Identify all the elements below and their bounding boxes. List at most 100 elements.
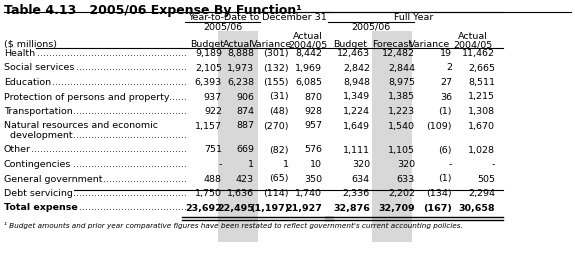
Text: 2,842: 2,842 [343, 63, 370, 72]
Text: Year-to-Date to December 31: Year-to-Date to December 31 [188, 13, 327, 22]
Text: Full Year: Full Year [394, 13, 434, 22]
Text: ............................................................: ........................................… [7, 189, 187, 198]
Text: 1,973: 1,973 [227, 63, 254, 72]
Text: (270): (270) [263, 122, 289, 131]
Text: 27: 27 [440, 78, 452, 87]
Text: (134): (134) [427, 189, 452, 198]
Text: (155): (155) [263, 78, 289, 87]
Text: ............................................................: ........................................… [7, 145, 187, 155]
Text: 2005/06: 2005/06 [351, 23, 390, 32]
Bar [372, 31, 412, 242]
Text: 1,215: 1,215 [468, 92, 495, 101]
Text: (114): (114) [263, 189, 289, 198]
Text: 887: 887 [236, 122, 254, 131]
Text: ............................................................: ........................................… [7, 49, 187, 58]
Text: 1,540: 1,540 [388, 122, 415, 131]
Text: Natural resources and economic: Natural resources and economic [4, 122, 158, 131]
Text: 906: 906 [236, 92, 254, 101]
Text: Protection of persons and property: Protection of persons and property [4, 92, 170, 101]
Text: ............................................................: ........................................… [7, 63, 187, 72]
Text: Debt servicing: Debt servicing [4, 189, 73, 198]
Text: 2,294: 2,294 [468, 189, 495, 198]
Text: 633: 633 [397, 175, 415, 184]
Bar [218, 31, 258, 242]
Text: 751: 751 [204, 145, 222, 155]
Text: Actual: Actual [223, 40, 253, 49]
Text: 1,969: 1,969 [295, 63, 322, 72]
Text: 19: 19 [440, 49, 452, 58]
Text: 1,750: 1,750 [195, 189, 222, 198]
Text: 1,111: 1,111 [343, 145, 370, 155]
Text: 2005/06: 2005/06 [203, 23, 242, 32]
Text: (132): (132) [263, 63, 289, 72]
Text: ............................................................: ........................................… [7, 175, 187, 184]
Text: Health: Health [4, 49, 35, 58]
Text: 8,975: 8,975 [388, 78, 415, 87]
Text: 2004/05: 2004/05 [289, 40, 328, 49]
Text: Forecast: Forecast [372, 40, 412, 49]
Text: Budget: Budget [190, 40, 224, 49]
Text: 576: 576 [304, 145, 322, 155]
Text: 22,495: 22,495 [217, 204, 254, 212]
Text: 2,202: 2,202 [388, 189, 415, 198]
Text: 1,636: 1,636 [227, 189, 254, 198]
Text: 10: 10 [310, 160, 322, 169]
Text: Budget: Budget [333, 40, 367, 49]
Text: 2: 2 [446, 63, 452, 72]
Text: ............................................................: ........................................… [7, 204, 187, 212]
Text: 6,393: 6,393 [195, 78, 222, 87]
Text: 1,670: 1,670 [468, 122, 495, 131]
Text: 669: 669 [236, 145, 254, 155]
Text: ............................................................: ........................................… [7, 160, 187, 169]
Text: 320: 320 [397, 160, 415, 169]
Text: ($ millions): ($ millions) [4, 40, 57, 49]
Text: 8,888: 8,888 [227, 49, 254, 58]
Text: Table 4.13   2005/06 Expense By Function¹: Table 4.13 2005/06 Expense By Function¹ [4, 4, 302, 17]
Text: 1,105: 1,105 [388, 145, 415, 155]
Text: 9,189: 9,189 [195, 49, 222, 58]
Text: Variance: Variance [409, 40, 451, 49]
Text: ............................................................: ........................................… [7, 78, 187, 87]
Text: (1): (1) [439, 107, 452, 116]
Text: Contingencies: Contingencies [4, 160, 71, 169]
Text: 32,709: 32,709 [378, 204, 415, 212]
Text: 11,462: 11,462 [462, 49, 495, 58]
Text: Variance: Variance [251, 40, 293, 49]
Text: 1,224: 1,224 [343, 107, 370, 116]
Text: 922: 922 [204, 107, 222, 116]
Text: ............................................................: ........................................… [7, 92, 187, 101]
Text: 8,442: 8,442 [295, 49, 322, 58]
Text: 320: 320 [352, 160, 370, 169]
Text: 36: 36 [440, 92, 452, 101]
Text: 350: 350 [304, 175, 322, 184]
Text: 6,085: 6,085 [295, 78, 322, 87]
Text: 30,658: 30,658 [458, 204, 495, 212]
Text: ............................................................: ........................................… [7, 107, 187, 116]
Text: 1: 1 [283, 160, 289, 169]
Text: 8,511: 8,511 [468, 78, 495, 87]
Text: 1,308: 1,308 [468, 107, 495, 116]
Text: 8,948: 8,948 [343, 78, 370, 87]
Text: 937: 937 [204, 92, 222, 101]
Text: Social services: Social services [4, 63, 74, 72]
Text: 423: 423 [236, 175, 254, 184]
Text: 6,238: 6,238 [227, 78, 254, 87]
Text: (6): (6) [439, 145, 452, 155]
Text: (48): (48) [270, 107, 289, 116]
Text: 2,105: 2,105 [195, 63, 222, 72]
Text: (31): (31) [269, 92, 289, 101]
Text: 1,157: 1,157 [195, 122, 222, 131]
Text: (65): (65) [270, 175, 289, 184]
Text: Actual: Actual [458, 32, 488, 41]
Text: Other: Other [4, 145, 31, 155]
Text: 505: 505 [477, 175, 495, 184]
Text: General government: General government [4, 175, 102, 184]
Text: 957: 957 [304, 122, 322, 131]
Text: Transportation: Transportation [4, 107, 73, 116]
Text: 2,665: 2,665 [468, 63, 495, 72]
Text: 21,927: 21,927 [285, 204, 322, 212]
Text: .......................................................: ........................................… [22, 131, 187, 140]
Text: 488: 488 [204, 175, 222, 184]
Text: development: development [4, 131, 72, 140]
Text: (82): (82) [270, 145, 289, 155]
